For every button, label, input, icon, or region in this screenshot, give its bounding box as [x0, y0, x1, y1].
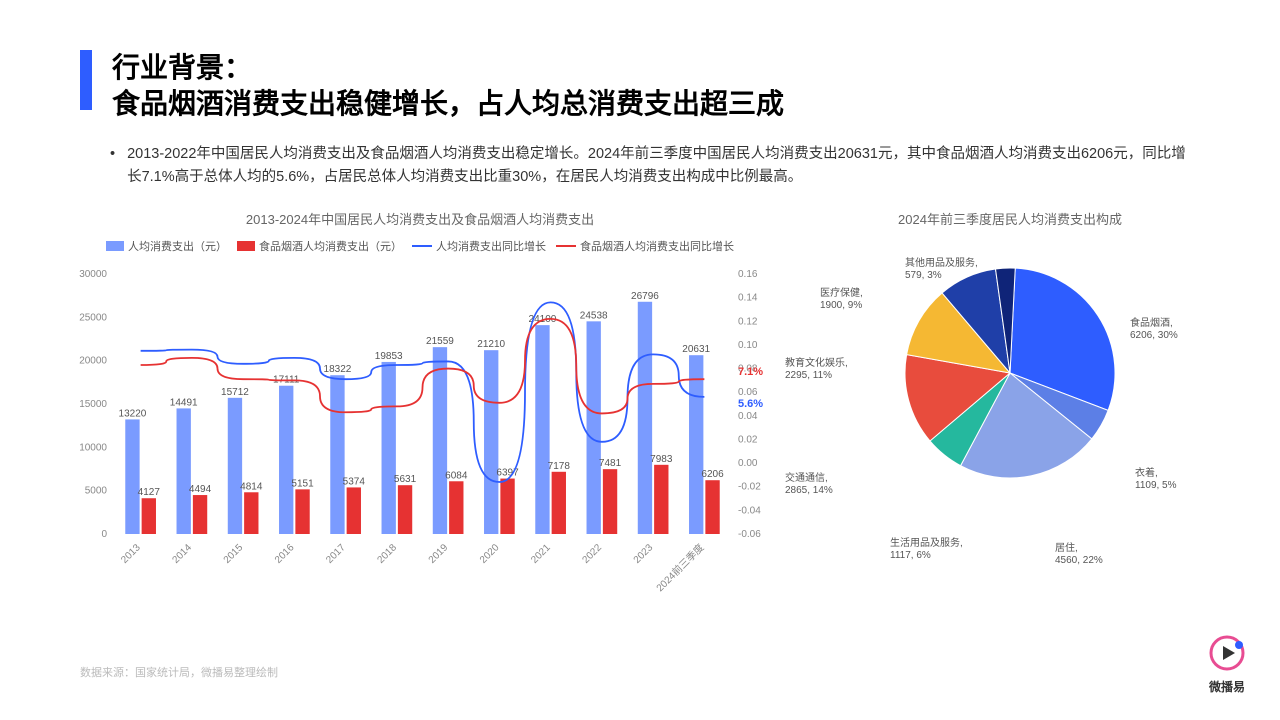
svg-text:4494: 4494 — [189, 484, 212, 495]
svg-text:24538: 24538 — [580, 310, 608, 321]
pie-slice-label: 教育文化娱乐,2295, 11% — [785, 358, 848, 382]
legend-line-2 — [556, 245, 576, 247]
svg-text:2022: 2022 — [580, 542, 604, 566]
svg-text:0.10: 0.10 — [738, 340, 758, 351]
svg-text:15000: 15000 — [79, 399, 107, 410]
svg-text:21559: 21559 — [426, 336, 454, 347]
svg-text:2023: 2023 — [632, 542, 656, 566]
title-bar: 行业背景： 食品烟酒消费支出稳健增长，占人均总消费支出超三成 — [80, 50, 1200, 123]
svg-text:5.6%: 5.6% — [738, 398, 763, 410]
svg-text:6084: 6084 — [445, 470, 468, 481]
svg-text:5000: 5000 — [85, 486, 108, 497]
svg-text:21210: 21210 — [477, 339, 505, 350]
title-line-1: 行业背景： — [112, 50, 784, 86]
svg-text:13220: 13220 — [119, 409, 147, 420]
pie-slice-label: 食品烟酒,6206, 30% — [1130, 318, 1178, 342]
play-logo-icon — [1209, 635, 1245, 671]
svg-text:7178: 7178 — [548, 461, 571, 472]
svg-text:7481: 7481 — [599, 458, 622, 469]
svg-text:0.12: 0.12 — [738, 316, 758, 327]
header-section: 行业背景： 食品烟酒消费支出稳健增长，占人均总消费支出超三成 • 2013-20… — [0, 0, 1280, 199]
bar-chart-canvas: 0 5000 10000 15000 20000 25000 30000 -0.06 -0.04… — [60, 264, 780, 594]
pie-slice-label: 衣着,1109, 5% — [1135, 468, 1177, 492]
bar-chart-title: 2013-2024年中国居民人均消费支出及食品烟酒人均消费支出 — [60, 209, 780, 228]
svg-text:18322: 18322 — [324, 364, 352, 375]
svg-text:6206: 6206 — [701, 469, 724, 480]
svg-text:7983: 7983 — [650, 454, 673, 465]
svg-text:-0.06: -0.06 — [738, 529, 761, 540]
svg-text:2018: 2018 — [375, 542, 399, 566]
pie-slice-label: 居住,4560, 22% — [1055, 543, 1103, 567]
svg-text:2016: 2016 — [273, 542, 297, 566]
svg-text:2021: 2021 — [529, 542, 553, 566]
footer-source: 数据来源：国家统计局，微播易整理绘制 — [80, 664, 278, 680]
svg-text:2020: 2020 — [478, 542, 502, 566]
svg-text:5374: 5374 — [343, 477, 366, 488]
svg-text:4127: 4127 — [138, 487, 161, 498]
pie-slice-label: 交通通信,2865, 14% — [785, 473, 833, 497]
svg-text:0.00: 0.00 — [738, 458, 758, 469]
svg-text:10000: 10000 — [79, 442, 107, 453]
svg-text:2013: 2013 — [119, 542, 143, 566]
svg-text:0.16: 0.16 — [738, 269, 758, 280]
svg-text:0.04: 0.04 — [738, 411, 758, 422]
title-accent — [80, 50, 92, 110]
svg-text:0: 0 — [101, 529, 107, 540]
svg-text:20631: 20631 — [682, 344, 710, 355]
svg-text:4814: 4814 — [240, 481, 263, 492]
svg-text:-0.04: -0.04 — [738, 506, 761, 517]
svg-text:5151: 5151 — [291, 479, 314, 490]
svg-text:20000: 20000 — [79, 356, 107, 367]
pie-chart-canvas: 食品烟酒,6206, 30%衣着,1109, 5%居住,4560, 22%生活用… — [800, 238, 1220, 498]
bar-chart-legend: 人均消费支出（元） 食品烟酒人均消费支出（元） 人均消费支出同比增长 食品烟酒人… — [60, 238, 780, 254]
svg-text:-0.02: -0.02 — [738, 482, 761, 493]
bullet-content: 2013-2022年中国居民人均消费支出及食品烟酒人均消费支出稳定增长。2024… — [127, 143, 1200, 189]
pie-slice-label: 生活用品及服务,1117, 6% — [890, 538, 963, 562]
svg-text:0.14: 0.14 — [738, 293, 758, 304]
svg-text:26796: 26796 — [631, 291, 659, 302]
bullet-dot: • — [110, 143, 115, 189]
legend-box-bar1 — [106, 241, 124, 251]
svg-text:5631: 5631 — [394, 474, 417, 485]
svg-text:14491: 14491 — [170, 398, 198, 409]
svg-text:7.1%: 7.1% — [738, 366, 763, 378]
bullet-paragraph: • 2013-2022年中国居民人均消费支出及食品烟酒人均消费支出稳定增长。20… — [110, 143, 1200, 189]
pie-slice-label: 其他用品及服务,579, 3% — [905, 258, 978, 282]
svg-text:2015: 2015 — [222, 542, 246, 566]
svg-text:30000: 30000 — [79, 269, 107, 280]
legend-box-bar2 — [237, 241, 255, 251]
svg-text:2019: 2019 — [427, 542, 451, 566]
svg-text:19853: 19853 — [375, 351, 403, 362]
logo-text: 微播易 — [1209, 678, 1245, 695]
svg-text:0.06: 0.06 — [738, 387, 758, 398]
svg-text:2017: 2017 — [324, 542, 348, 566]
svg-text:0.02: 0.02 — [738, 435, 758, 446]
svg-text:2024前三季度: 2024前三季度 — [653, 541, 706, 594]
pie-slice-label: 医疗保健,1900, 9% — [820, 288, 863, 312]
legend-line-1 — [412, 245, 432, 247]
title-line-2: 食品烟酒消费支出稳健增长，占人均总消费支出超三成 — [112, 86, 784, 122]
title-text: 行业背景： 食品烟酒消费支出稳健增长，占人均总消费支出超三成 — [112, 50, 784, 123]
pie-chart-title: 2024年前三季度居民人均消费支出构成 — [800, 209, 1220, 228]
logo-area: 微播易 — [1209, 635, 1245, 695]
bar-chart-section: 2013-2024年中国居民人均消费支出及食品烟酒人均消费支出 人均消费支出（元… — [60, 209, 780, 594]
svg-text:25000: 25000 — [79, 312, 107, 323]
svg-text:2014: 2014 — [170, 542, 194, 566]
svg-text:15712: 15712 — [221, 387, 249, 398]
pie-chart-section: 2024年前三季度居民人均消费支出构成 食品烟酒,6206, 30% 衣着,110… — [800, 209, 1220, 594]
